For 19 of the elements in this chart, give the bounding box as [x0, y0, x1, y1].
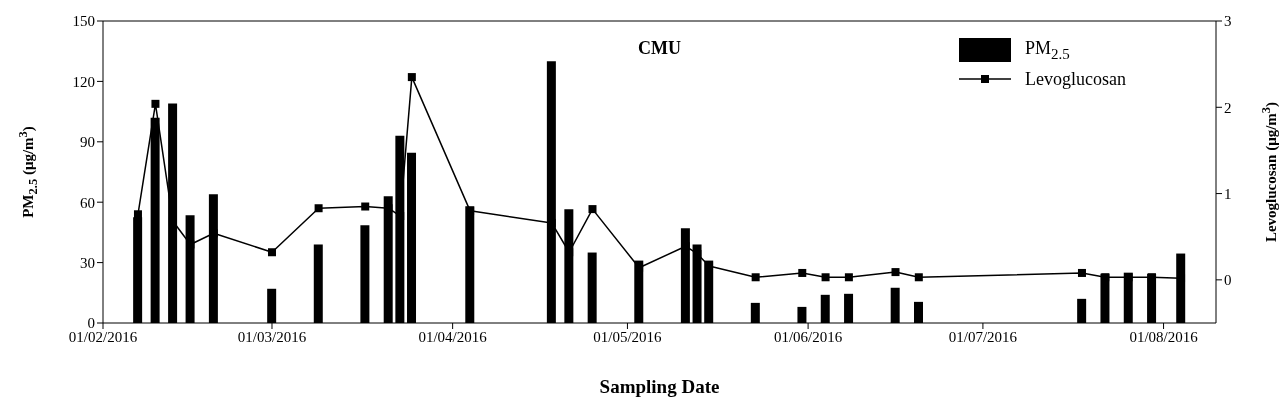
x-axis-title: Sampling Date	[598, 376, 721, 398]
x-tick-label: 01/08/2016	[1129, 328, 1199, 345]
x-tick-label: 01/05/2016	[593, 328, 663, 345]
y-tick-label: 90	[80, 134, 95, 151]
y-tick-label: 120	[72, 73, 95, 90]
x-tick-label: 01/04/2016	[418, 328, 488, 345]
text: CMU	[638, 38, 681, 58]
legend-label: PM$_{2.5}$	[1025, 38, 1070, 63]
y2-tick-label: 2	[1224, 99, 1232, 116]
y2-tick-label: 3	[1224, 13, 1232, 30]
y2-tick-label: 1	[1224, 185, 1232, 202]
y2-tick-label: 0	[1224, 272, 1232, 289]
x-tick-label: 01/03/2016	[237, 328, 307, 345]
x-tick-label: 01/07/2016	[948, 328, 1018, 345]
y-tick-label: 60	[80, 194, 95, 211]
y-tick-label: 30	[80, 254, 95, 271]
legend-label: Levoglucosan	[1025, 68, 1126, 90]
x-tick-label: 01/06/2016	[773, 328, 843, 345]
y-tick-label: 150	[72, 13, 95, 30]
